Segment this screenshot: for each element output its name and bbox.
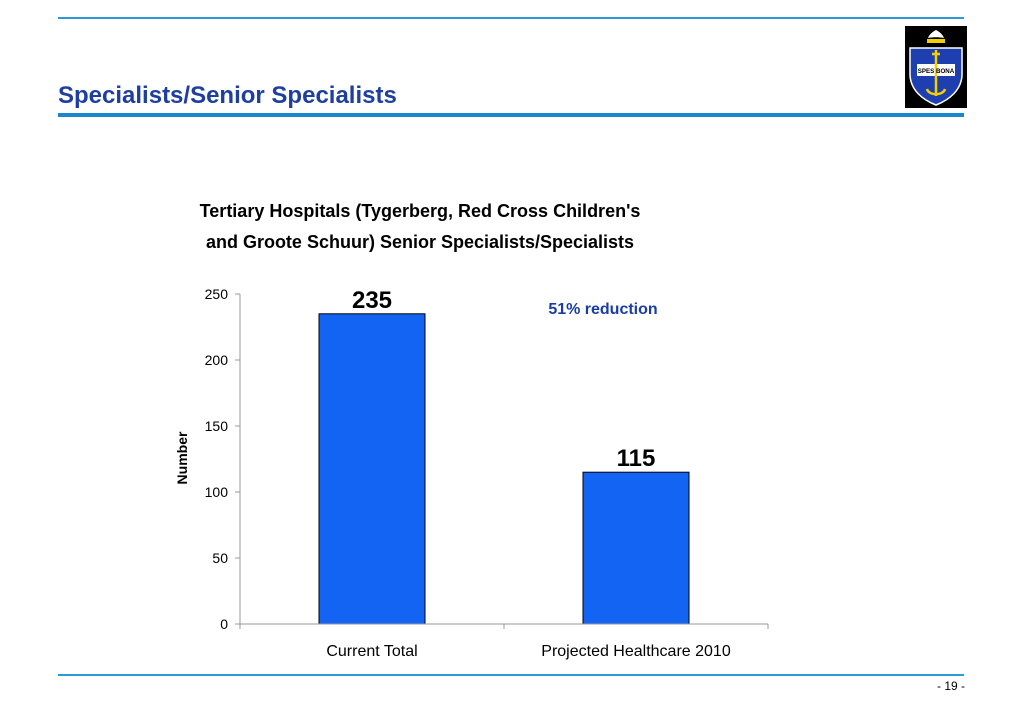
university-crest-logo: SPES BONA — [905, 26, 967, 108]
chart-title-line-1: Tertiary Hospitals (Tygerberg, Red Cross… — [199, 201, 641, 221]
x-axis-labels: Current Total Projected Healthcare 2010 — [326, 643, 730, 660]
reduction-annotation: 51% reduction — [548, 301, 657, 318]
x-tick-label: Current Total — [326, 643, 417, 660]
bar-current-total — [318, 313, 426, 625]
bar-projected-2010 — [582, 471, 690, 625]
chart-title-line-2: and Groote Schuur) Senior Specialists/Sp… — [205, 232, 635, 252]
y-axis-ticks: 0 50 100 150 200 250 — [205, 286, 240, 632]
y-tick-label: 100 — [205, 484, 229, 500]
data-label: 115 — [617, 445, 656, 472]
x-axis-ticks — [239, 624, 769, 629]
y-tick-label: 0 — [220, 616, 228, 632]
crest-motto: SPES BONA — [918, 68, 955, 75]
x-tick-label: Projected Healthcare 2010 — [541, 643, 731, 660]
bars — [318, 313, 690, 625]
crest-anchor — [925, 50, 947, 96]
slide-title: Specialists/Senior Specialists — [58, 82, 397, 109]
y-axis-label: Number — [174, 431, 190, 484]
page-number: - 19 - — [936, 679, 965, 693]
y-tick-label: 150 — [205, 418, 229, 434]
data-labels: 235 115 — [352, 287, 655, 472]
top-rule — [58, 17, 964, 19]
y-tick-label: 250 — [205, 286, 229, 302]
y-tick-label: 50 — [212, 550, 228, 566]
data-label: 235 — [352, 287, 392, 314]
chart-title: Tertiary Hospitals (Tygerberg, Red Cross… — [140, 196, 700, 258]
y-tick-label: 200 — [205, 352, 229, 368]
crest-lamp — [928, 30, 944, 38]
bottom-rule — [58, 674, 964, 676]
crest-lamp-base — [927, 39, 945, 43]
title-rule — [58, 113, 964, 117]
